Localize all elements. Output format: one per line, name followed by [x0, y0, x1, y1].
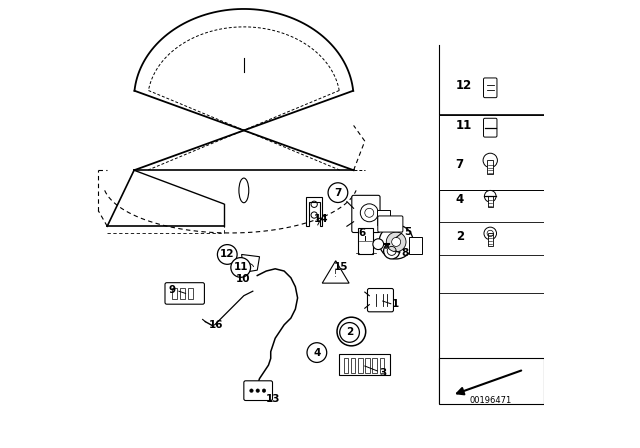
Circle shape: [218, 245, 237, 264]
Circle shape: [387, 232, 406, 252]
Polygon shape: [242, 254, 260, 272]
Text: 8: 8: [401, 248, 409, 258]
FancyBboxPatch shape: [351, 358, 355, 373]
FancyBboxPatch shape: [488, 196, 493, 207]
Text: 11: 11: [234, 263, 248, 272]
Circle shape: [307, 343, 327, 362]
Circle shape: [262, 389, 266, 392]
Text: 6: 6: [358, 228, 365, 238]
Text: 4: 4: [456, 193, 464, 206]
Circle shape: [373, 239, 383, 250]
FancyBboxPatch shape: [367, 289, 394, 312]
FancyBboxPatch shape: [487, 160, 493, 174]
FancyBboxPatch shape: [339, 354, 390, 375]
Text: 11: 11: [456, 119, 472, 132]
Circle shape: [231, 258, 251, 277]
FancyBboxPatch shape: [188, 288, 193, 299]
Circle shape: [328, 183, 348, 202]
Circle shape: [383, 243, 400, 259]
Text: 1: 1: [392, 299, 399, 309]
Text: 5: 5: [404, 227, 411, 237]
FancyBboxPatch shape: [358, 358, 362, 373]
FancyBboxPatch shape: [165, 283, 204, 304]
FancyBboxPatch shape: [439, 358, 543, 404]
Polygon shape: [323, 261, 349, 283]
FancyBboxPatch shape: [180, 288, 185, 299]
FancyBboxPatch shape: [439, 115, 543, 190]
Polygon shape: [306, 197, 323, 226]
Circle shape: [392, 237, 401, 246]
FancyBboxPatch shape: [352, 195, 380, 233]
FancyBboxPatch shape: [344, 358, 348, 373]
FancyBboxPatch shape: [244, 381, 273, 401]
Circle shape: [484, 227, 497, 240]
FancyBboxPatch shape: [409, 237, 422, 254]
Text: 16: 16: [209, 320, 223, 330]
Text: 00196471: 00196471: [469, 396, 511, 405]
FancyBboxPatch shape: [365, 358, 370, 373]
Text: 2: 2: [346, 327, 353, 337]
FancyBboxPatch shape: [380, 358, 384, 373]
Circle shape: [337, 317, 365, 346]
FancyBboxPatch shape: [172, 288, 177, 299]
Text: 2: 2: [456, 230, 464, 243]
FancyBboxPatch shape: [484, 118, 497, 137]
Circle shape: [340, 323, 360, 342]
Text: 7: 7: [334, 188, 342, 198]
Text: 14: 14: [314, 214, 329, 224]
Text: !: !: [334, 270, 337, 279]
FancyBboxPatch shape: [372, 358, 377, 373]
FancyBboxPatch shape: [358, 228, 373, 254]
Text: 13: 13: [266, 394, 280, 404]
Text: 7: 7: [456, 158, 464, 171]
Circle shape: [256, 389, 260, 392]
Text: 12: 12: [220, 250, 234, 259]
Text: 10: 10: [236, 274, 250, 284]
Circle shape: [483, 153, 497, 168]
Circle shape: [484, 190, 496, 202]
Circle shape: [250, 389, 253, 392]
Text: 12: 12: [456, 78, 472, 92]
FancyBboxPatch shape: [488, 233, 493, 246]
FancyBboxPatch shape: [378, 216, 403, 232]
Text: 4: 4: [313, 348, 321, 358]
FancyBboxPatch shape: [378, 210, 390, 225]
Text: 9: 9: [168, 285, 176, 295]
Circle shape: [379, 225, 413, 259]
Text: 3: 3: [379, 368, 387, 378]
Text: 15: 15: [334, 262, 348, 271]
FancyBboxPatch shape: [484, 78, 497, 98]
